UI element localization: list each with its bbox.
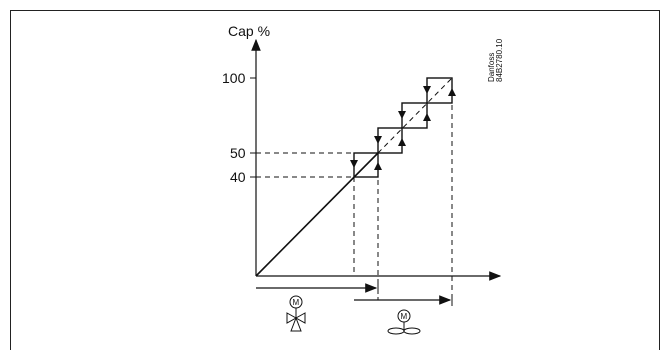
motor-valve-icon: M [286, 295, 306, 332]
y-axis-label: Cap % [228, 23, 270, 39]
arrow-up-3 [423, 113, 431, 121]
valve-motor-letter: M [293, 298, 300, 307]
step-arrows [350, 86, 456, 170]
capacity-ramp [255, 152, 379, 277]
arrow-up-2 [398, 138, 406, 146]
tick-label-40: 40 [230, 169, 246, 185]
motor-fan-icon: M [387, 309, 421, 335]
fan-motor-letter: M [401, 312, 408, 321]
capacity-diagram: Cap % 100 50 40 M [222, 23, 504, 335]
tick-label-50: 50 [230, 145, 246, 161]
arrow-down-4 [423, 86, 431, 94]
dashed-diagonal [377, 77, 453, 154]
tick-label-100: 100 [222, 70, 246, 86]
arrow-up-1 [374, 162, 382, 170]
arrow-down-2 [374, 136, 382, 144]
arrow-down-1 [350, 160, 358, 168]
diagram-frame [10, 10, 660, 350]
watermark-code: 84B2780.10 [495, 38, 504, 82]
watermark-brand: Danfoss [487, 53, 496, 82]
arrow-up-4 [448, 88, 456, 96]
arrow-down-3 [398, 111, 406, 119]
danfoss-watermark: Danfoss 84B2780.10 [487, 38, 504, 82]
